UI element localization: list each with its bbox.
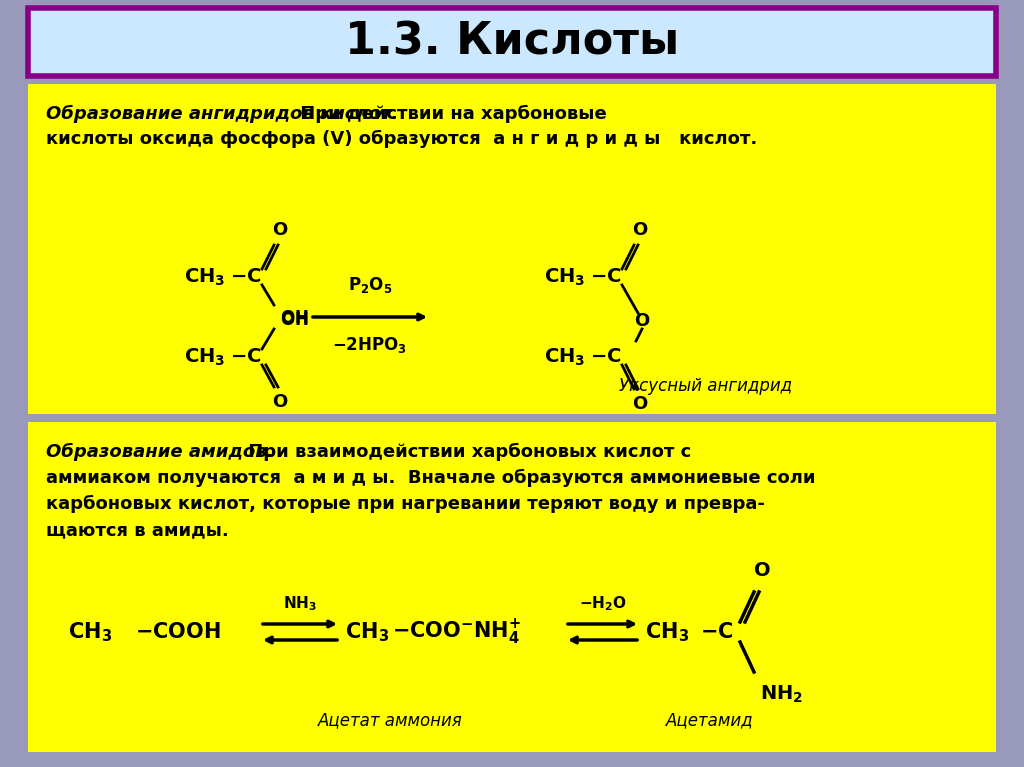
Text: аммиаком получаются  а м и д ы.  Вначале образуются аммониевые соли: аммиаком получаются а м и д ы. Вначале о…	[46, 469, 815, 487]
Text: $\bf{OH}$: $\bf{OH}$	[280, 309, 308, 327]
Text: $\bf{NH_2}$: $\bf{NH_2}$	[760, 684, 803, 706]
Text: $\bf{-C}$: $\bf{-C}$	[590, 347, 622, 367]
Text: O: O	[635, 312, 649, 330]
Bar	[28, 422, 996, 752]
Text: $\bf{NH_3}$: $\bf{NH_3}$	[283, 594, 317, 614]
Text: карбоновых кислот, которые при нагревании теряют воду и превра-: карбоновых кислот, которые при нагревани…	[46, 495, 765, 513]
Text: 1.3. Кислоты: 1.3. Кислоты	[345, 21, 679, 64]
Text: $\bf{-COOH}$: $\bf{-COOH}$	[135, 622, 221, 642]
Text: $\bf{-2HPO_3}$: $\bf{-2HPO_3}$	[333, 335, 408, 355]
Text: Ацетат аммония: Ацетат аммония	[317, 711, 463, 729]
Text: O: O	[272, 221, 288, 239]
Text: $\bf{OH}$: $\bf{OH}$	[280, 311, 308, 329]
Text: $\bf{CH_3}$: $\bf{CH_3}$	[183, 266, 225, 288]
Text: $\bf{CH_3}$: $\bf{CH_3}$	[544, 266, 585, 288]
Bar	[28, 84, 996, 414]
Text: Образование ангидридов кислот.: Образование ангидридов кислот.	[46, 105, 398, 123]
Text: $\bf{-C}$: $\bf{-C}$	[590, 268, 622, 287]
Text: $\bf{CH_3}$: $\bf{CH_3}$	[68, 621, 112, 644]
Text: O: O	[754, 561, 770, 580]
Text: $\bf{CH_3}$: $\bf{CH_3}$	[345, 621, 389, 644]
Text: При действии на харбоновые: При действии на харбоновые	[294, 105, 607, 123]
Text: $\bf{P_2O_5}$: $\bf{P_2O_5}$	[348, 275, 392, 295]
Bar	[28, 8, 996, 76]
Text: O: O	[633, 395, 647, 413]
Text: При взаимодействии харбоновых кислот с: При взаимодействии харбоновых кислот с	[242, 443, 691, 461]
Text: кислоты оксида фосфора (V) образуются  а н г и д р и д ы   кислот.: кислоты оксида фосфора (V) образуются а …	[46, 130, 758, 148]
Text: $\bf{-C}$: $\bf{-C}$	[700, 622, 733, 642]
Text: O: O	[633, 221, 647, 239]
Text: $\bf{-C}$: $\bf{-C}$	[230, 268, 261, 287]
Text: щаются в амиды.: щаются в амиды.	[46, 521, 228, 539]
Text: $\bf{CH_3}$: $\bf{CH_3}$	[645, 621, 689, 644]
Text: $\bf{CH_3}$: $\bf{CH_3}$	[544, 347, 585, 367]
Text: Уксусный ангидрид: Уксусный ангидрид	[620, 377, 793, 395]
Text: $\bf{-COO^{-}NH_4^{+}}$: $\bf{-COO^{-}NH_4^{+}}$	[392, 617, 521, 647]
Text: Образование амидов.: Образование амидов.	[46, 443, 273, 461]
Text: $\bf{CH_3}$: $\bf{CH_3}$	[183, 347, 225, 367]
Text: $\bf{-C}$: $\bf{-C}$	[230, 347, 261, 367]
Text: Ацетамид: Ацетамид	[667, 711, 754, 729]
Text: O: O	[272, 393, 288, 411]
Text: $\bf{-H_2O}$: $\bf{-H_2O}$	[579, 594, 627, 614]
